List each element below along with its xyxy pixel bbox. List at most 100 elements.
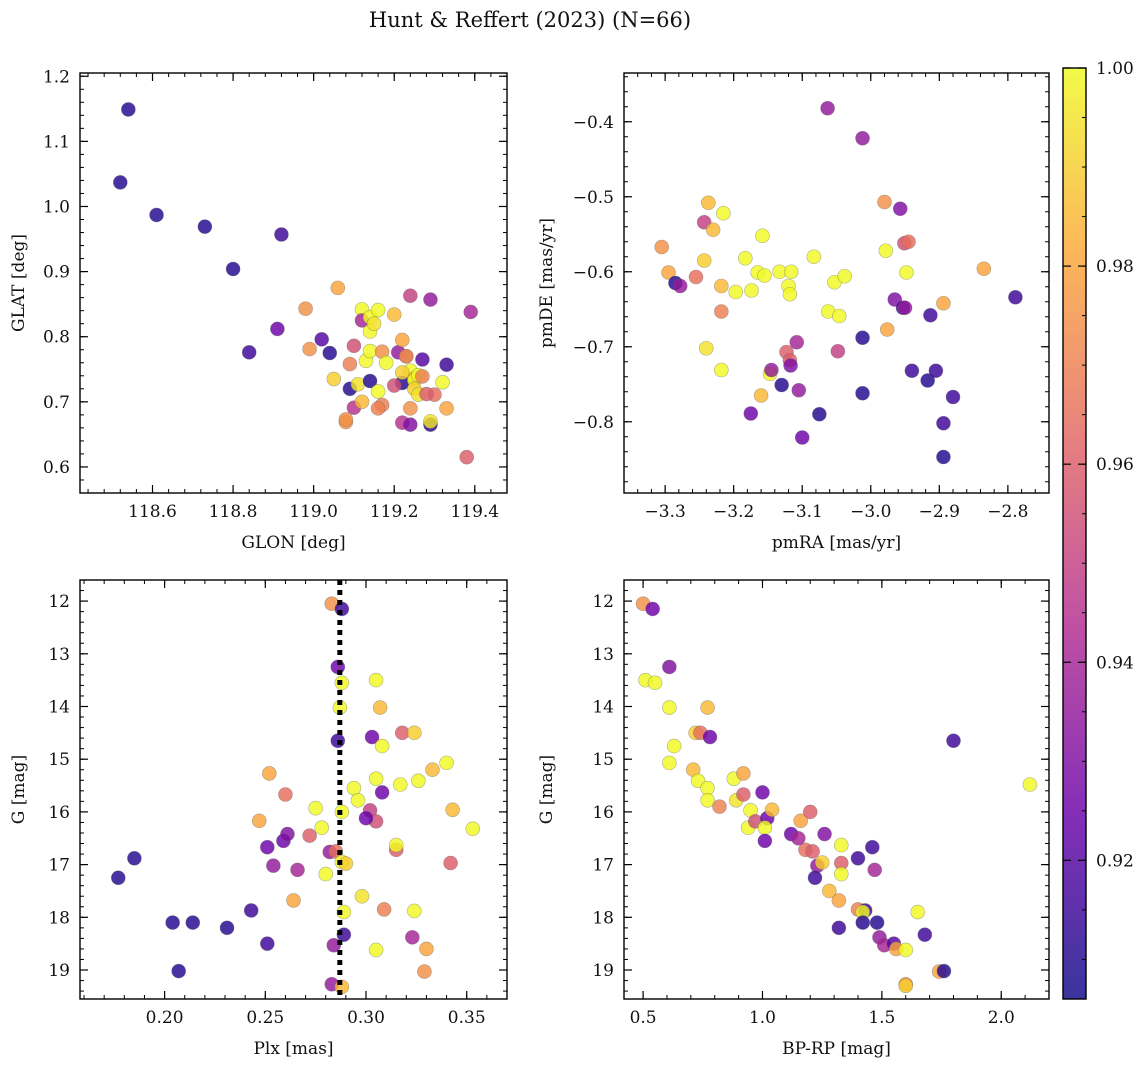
scatter-point: [127, 850, 142, 866]
scatter-point: [407, 903, 422, 919]
scatter-point: [465, 821, 481, 837]
scatter-point: [403, 288, 418, 303]
y-tick-label: −0.8: [573, 413, 614, 433]
scatter-point: [855, 130, 870, 146]
scatter-point: [814, 855, 830, 870]
panel-cmd: 0.5 1.0 1.5 2.0 12 13 14 15 16 17 18 19 BP-RP [mag] G…: [537, 579, 1050, 1059]
scatter-point: [394, 365, 410, 380]
scatter-point: [757, 268, 772, 283]
y-tick-label: 17: [48, 856, 70, 876]
x-tick-label: 119.4: [450, 502, 499, 522]
scatter-point: [812, 406, 827, 422]
axes-frame: [623, 579, 1050, 1000]
scatter-point: [783, 264, 799, 280]
scatter-point: [794, 430, 810, 445]
scatter-point: [374, 785, 390, 800]
scatter-point: [121, 102, 136, 117]
panel-pm: −3.3 −3.2 −3.1 −3.0 −2.9 −2.8 −0.8 −0.7 −0.6 −0.5…: [537, 72, 1050, 553]
scatter-point: [782, 286, 798, 302]
scatter-point: [439, 401, 454, 416]
y-tick-label: 18: [592, 908, 614, 928]
colorbar-gradient: [1063, 68, 1086, 999]
scatter-point: [791, 382, 807, 398]
scatter-point: [817, 826, 832, 842]
scatter-point: [314, 820, 329, 836]
y-axis-label: GLAT [deg]: [9, 234, 29, 332]
y-tick-label: −0.5: [573, 188, 614, 208]
scatter-point: [463, 304, 479, 320]
points: [635, 596, 1038, 994]
x-tick-label: 1.5: [868, 1008, 895, 1028]
scatter-point: [392, 777, 408, 792]
scatter-point: [326, 371, 342, 387]
scatter-point: [661, 265, 676, 280]
scatter-point: [789, 334, 805, 350]
scatter-point: [274, 227, 289, 242]
scatter-point: [714, 304, 729, 319]
scatter-point: [378, 355, 394, 371]
scatter-point: [278, 787, 293, 802]
scatter-point: [802, 804, 818, 820]
y-tick-label: 16: [48, 803, 70, 823]
y-tick-label: 17: [592, 856, 614, 876]
scatter-point: [110, 870, 126, 886]
scatter-point: [700, 793, 715, 808]
axes-frame: [79, 72, 508, 494]
scatter-point: [403, 417, 418, 432]
x-tick-label: 0.25: [246, 1008, 284, 1028]
y-tick-label: 13: [592, 645, 614, 665]
x-axis-label: Plx [mas]: [253, 1039, 333, 1059]
scatter-point: [755, 785, 770, 800]
scatter-point: [411, 773, 426, 789]
y-axis-label: G [mag]: [9, 755, 29, 824]
x-axis-label: pmRA [mas/yr]: [772, 533, 901, 553]
x-tick-label: 119.2: [370, 502, 419, 522]
x-tick-label: −2.9: [919, 502, 960, 522]
scatter-point: [403, 401, 418, 416]
colorbar-tick-label: 0.94: [1096, 653, 1134, 673]
scatter-point: [270, 321, 285, 337]
scatter-point: [1008, 289, 1023, 305]
scatter-point: [917, 927, 933, 943]
y-tick-label: 1.1: [43, 132, 70, 152]
scatter-point: [405, 930, 420, 945]
scatter-point: [899, 265, 914, 280]
x-tick-label: 118.8: [209, 502, 258, 522]
scatter-point: [241, 345, 257, 360]
x-tick-label: 0.30: [347, 1008, 385, 1028]
scatter-point: [1022, 777, 1038, 792]
points: [112, 102, 479, 465]
scatter-point: [358, 810, 374, 826]
scatter-point: [867, 862, 883, 878]
scatter-point: [833, 866, 849, 882]
scatter-point: [705, 222, 721, 238]
scatter-point: [822, 883, 837, 899]
y-tick-label: 0.6: [43, 458, 70, 478]
scatter-point: [386, 378, 402, 393]
colorbar-frame: [1062, 67, 1087, 1000]
scatter-point: [394, 332, 410, 348]
scatter-point: [714, 362, 729, 378]
scatter-point: [407, 725, 422, 741]
panel-glon-glat: 118.6 118.8 119.0 119.2 119.4 0.6 0.7 0.8 0.9 1.0…: [9, 67, 508, 553]
y-axis-label: pmDE [mas/yr]: [537, 218, 557, 348]
scatter-point: [831, 920, 847, 936]
x-tick-label: 0.5: [630, 1008, 657, 1028]
scatter-point: [744, 283, 759, 298]
scatter-point: [354, 888, 370, 904]
scatter-point: [298, 301, 313, 317]
scatter-point: [171, 963, 186, 979]
scatter-point: [712, 799, 727, 814]
scatter-point: [662, 700, 677, 715]
scatter-point: [820, 100, 835, 116]
scatter-point: [666, 738, 682, 754]
scatter-point: [266, 858, 281, 873]
scatter-point: [370, 302, 386, 318]
scatter-point: [350, 793, 366, 808]
scatter-point: [219, 920, 235, 936]
scatter-point: [790, 830, 806, 846]
y-tick-label: 18: [48, 908, 70, 928]
x-tick-label: −3.0: [850, 502, 891, 522]
scatter-point: [443, 855, 458, 871]
